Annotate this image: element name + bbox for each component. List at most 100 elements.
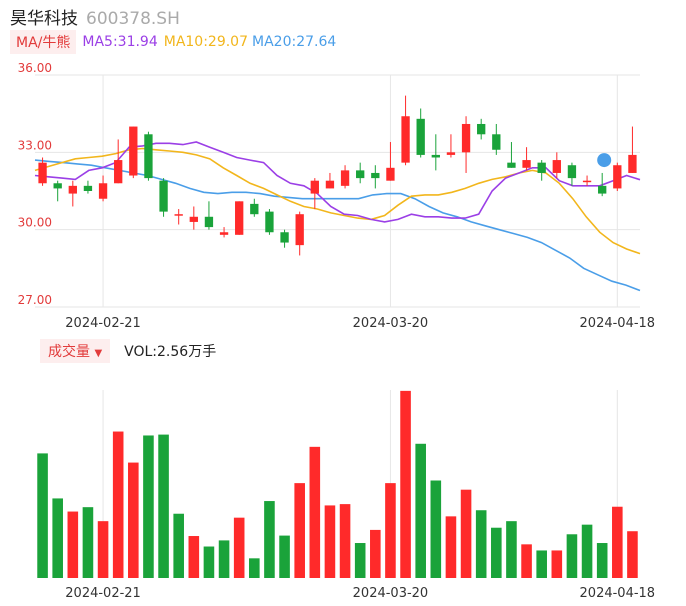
price-date-label: 2024-03-20 <box>353 316 429 331</box>
candle-down <box>265 211 274 233</box>
candle-up <box>189 216 198 222</box>
price-date-label: 2024-02-21 <box>65 316 141 331</box>
volume-bar <box>294 483 305 578</box>
volume-bar <box>400 390 411 578</box>
price-date-label: 2024-04-18 <box>580 316 656 331</box>
price-tick-label: 33.00 <box>18 138 52 152</box>
candle-down <box>144 134 153 179</box>
candle-up <box>310 180 319 194</box>
candle-up <box>522 160 531 168</box>
candle-down <box>83 185 93 191</box>
volume-bar <box>173 513 184 578</box>
candle-up <box>68 185 77 194</box>
volume-bar <box>551 550 563 578</box>
volume-bar <box>612 506 623 578</box>
candle-down <box>431 154 440 158</box>
volume-bar <box>581 524 593 578</box>
candle-up <box>295 214 304 246</box>
volume-bar <box>445 516 457 578</box>
candle-down <box>371 172 380 179</box>
bull-bear-icon <box>597 153 612 168</box>
volume-bar <box>37 453 48 578</box>
candle-up <box>613 165 622 189</box>
candle-up <box>461 123 471 153</box>
candle-up <box>446 152 456 155</box>
volume-bar <box>249 558 260 578</box>
volume-bar <box>128 462 139 578</box>
price-tick-label: 30.00 <box>18 216 52 230</box>
volume-bar <box>415 443 426 578</box>
volume-bar <box>521 544 532 578</box>
volume-bar <box>324 505 336 578</box>
volume-bar <box>339 504 351 578</box>
candle-up <box>628 154 637 173</box>
volume-bar <box>385 483 396 578</box>
volume-value: VOL:2.56万手 <box>124 344 217 360</box>
volume-bar <box>354 543 366 578</box>
stock-name: 昊华科技 <box>10 9 78 29</box>
candle-down <box>477 123 486 135</box>
volume-bar <box>97 521 109 578</box>
volume-bar <box>370 529 381 578</box>
ma-selector-button[interactable]: MA/牛熊 <box>10 30 77 54</box>
candle-up <box>129 126 138 176</box>
volume-date-label: 2024-02-21 <box>65 586 141 601</box>
volume-selector-button[interactable]: 成交量 ▼ <box>40 339 111 363</box>
candle-down <box>537 162 546 173</box>
ma20-line <box>34 159 641 292</box>
candle-up <box>235 201 244 235</box>
candle-down <box>53 183 62 189</box>
candle-down <box>507 162 516 168</box>
candle-up <box>340 170 350 186</box>
volume-bar <box>491 527 502 578</box>
candle-up <box>38 162 47 184</box>
volume-bar <box>67 511 79 578</box>
volume-row: 成交量 ▼ VOL:2.56万手 <box>40 339 217 363</box>
candle-down <box>598 185 607 194</box>
volume-bar <box>203 546 215 578</box>
volume-date-label: 2024-03-20 <box>353 586 429 601</box>
candle-down <box>416 118 425 155</box>
volume-bar <box>188 536 200 578</box>
volume-bar <box>218 540 230 578</box>
price-tick-label: 27.00 <box>18 293 52 307</box>
stock-code: 600378.SH <box>86 9 180 29</box>
volume-bar <box>112 431 124 578</box>
volume-bar <box>279 535 290 578</box>
candle-up <box>114 160 123 184</box>
candle-up <box>325 180 335 189</box>
candle-down <box>567 165 577 179</box>
ma20-label: MA20:27.64 <box>252 34 337 50</box>
ma10-label: MA10:29.07 <box>163 34 249 50</box>
ma5-label: MA5:31.94 <box>82 34 158 50</box>
volume-bar <box>143 435 154 578</box>
candle-up <box>552 160 561 173</box>
volume-bar <box>82 507 94 578</box>
candle-down <box>250 203 259 215</box>
volume-bar <box>264 501 275 578</box>
volume-bar <box>460 489 472 578</box>
volume-bar <box>627 531 638 578</box>
volume-bar <box>506 521 517 578</box>
candle-up <box>401 116 410 163</box>
ma10-line <box>34 147 641 255</box>
volume-date-label: 2024-04-18 <box>580 586 656 601</box>
candle-up <box>174 214 183 216</box>
candle-down <box>492 134 501 150</box>
candle-up <box>98 183 108 199</box>
price-tick-label: 36.00 <box>18 61 52 75</box>
volume-bar <box>566 534 578 578</box>
candle-up <box>582 180 592 183</box>
volume-bar <box>430 480 442 578</box>
volume-bar <box>309 446 321 578</box>
candle-up <box>219 232 229 235</box>
indicator-row: MA/牛熊 MA5:31.94 MA10:29.07 MA20:27.64 <box>10 30 336 54</box>
volume-bar <box>475 510 487 578</box>
volume-bar <box>158 434 169 578</box>
candle-down <box>280 232 289 243</box>
ma5-line <box>34 141 641 223</box>
candle-down <box>356 170 365 179</box>
candle-up <box>386 167 395 181</box>
stock-header: 昊华科技 600378.SH <box>10 4 180 29</box>
